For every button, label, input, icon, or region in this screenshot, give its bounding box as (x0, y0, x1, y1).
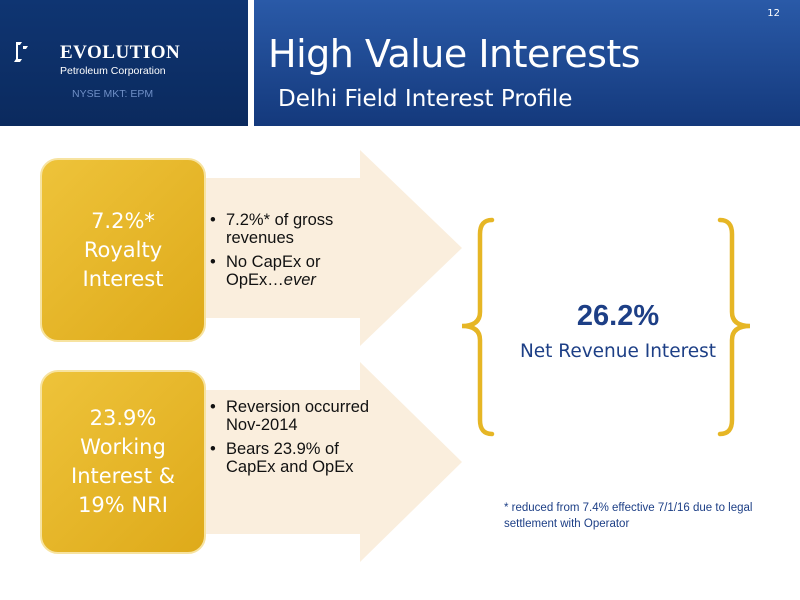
working-interest-bullets: Reversion occurred Nov-2014 Bears 23.9% … (210, 398, 390, 482)
bullet-item: 7.2%* of gross revenues (210, 211, 380, 247)
slide-subtitle: Delhi Field Interest Profile (278, 86, 573, 112)
company-logo: EVOLUTION Petroleum Corporation (38, 42, 218, 77)
header-divider (248, 0, 254, 126)
working-label-line: 23.9% (89, 406, 157, 430)
bullet-emphasis: ever (283, 271, 316, 289)
working-interest-box: 23.9% Working Interest & 19% NRI (40, 370, 206, 554)
working-label-line: 19% NRI (78, 493, 168, 517)
logo-panel (0, 0, 248, 126)
net-revenue-interest-value: 26.2% (576, 300, 660, 332)
footnote: * reduced from 7.4% effective 7/1/16 due… (504, 502, 753, 530)
net-revenue-interest-label: Net Revenue Interest (519, 341, 717, 362)
royalty-label-line: Interest (82, 266, 164, 291)
evolution-logo-icon (14, 42, 28, 62)
stock-ticker: NYSE MKT: EPM (72, 88, 154, 100)
bullet-item: Bears 23.9% of CapEx and OpEx (210, 440, 390, 476)
royalty-interest-box: 7.2%* Royalty Interest (40, 158, 206, 342)
working-label-line: Interest & (71, 464, 175, 488)
header-bottom-rule (0, 126, 800, 132)
slide-number: 12 (767, 8, 780, 19)
bullet-item: No CapEx or OpEx…ever (210, 253, 380, 289)
logo-tagline: Petroleum Corporation (60, 65, 166, 77)
working-label-line: Working (80, 435, 166, 459)
summary-braces (461, 217, 751, 437)
royalty-bullets: 7.2%* of gross revenues No CapEx or OpEx… (210, 211, 380, 295)
slide-title: High Value Interests (268, 32, 641, 76)
logo-name: EVOLUTION (60, 42, 181, 63)
royalty-label-line: 7.2%* (91, 208, 155, 233)
bullet-item: Reversion occurred Nov-2014 (210, 398, 390, 434)
royalty-arrow (200, 150, 462, 346)
royalty-label-line: Royalty (83, 237, 163, 262)
